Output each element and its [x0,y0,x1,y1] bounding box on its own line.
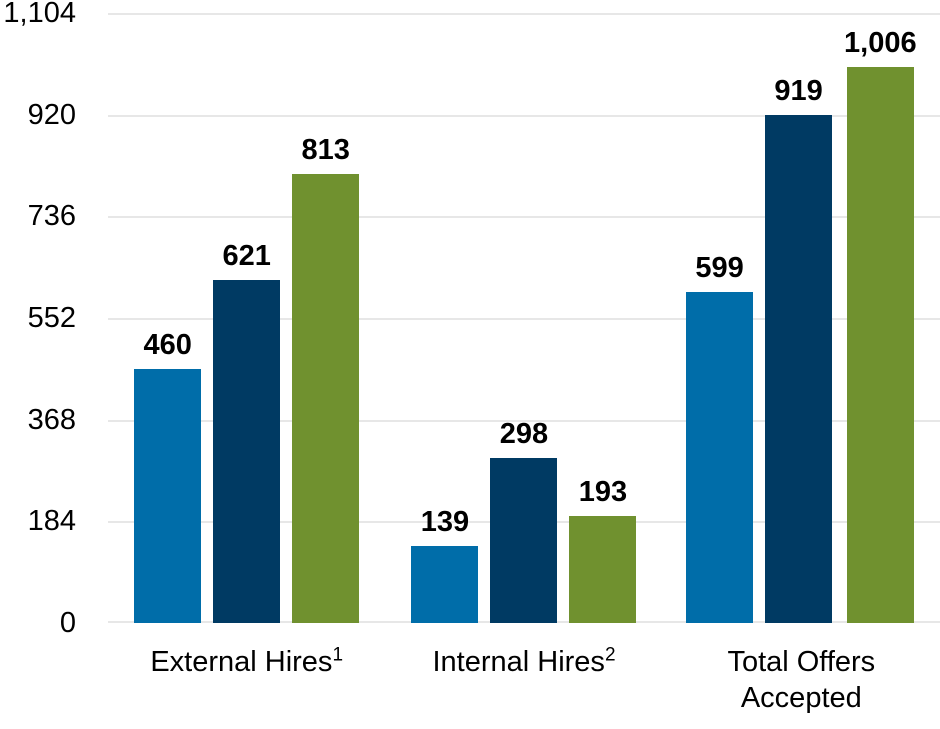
x-category-text: Internal Hires2 [432,644,616,678]
bar [213,279,281,623]
bar [292,173,360,623]
bar-group: 599 919 1,006 [663,13,940,623]
gridline [108,216,940,219]
bar-value-label: 621 [222,239,271,272]
y-tick-label: 552 [27,302,76,334]
bar [686,292,754,623]
y-tick-label: 0 [59,607,76,639]
bar-value-label: 813 [301,133,350,166]
gridline [108,13,940,15]
bar-with-label: 460 [134,13,202,623]
x-axis: External Hires1 Internal Hires2 Total Offe… [108,644,940,716]
bar-value-label: 919 [774,75,823,108]
y-tick-label: 1,104 [3,0,76,29]
x-category-label: Internal Hires2 [385,644,662,716]
bar-group: 460 621 813 [108,13,385,623]
x-category-superscript: 2 [604,644,616,666]
gridline [108,114,940,117]
gridline [108,318,940,320]
gridline [108,419,940,422]
plot-area: 460 621 813 139 298 193 599 919 1,006 [108,13,940,623]
bar-with-label: 599 [686,13,754,623]
bar-with-label: 1,006 [844,13,917,623]
y-tick-label: 920 [27,98,76,131]
bar-value-label: 1,006 [844,27,917,60]
bar [411,546,479,623]
bar-value-label: 193 [578,476,628,509]
bar [765,115,833,623]
bar [846,67,914,623]
bar [134,368,202,623]
y-tick-label: 368 [27,403,76,436]
y-tick-label: 184 [27,505,76,538]
bar-with-label: 919 [765,13,833,623]
bar [569,516,637,623]
x-category-text: External Hires1 [150,644,344,678]
bar-value-label: 298 [499,418,549,451]
y-tick-label: 736 [27,200,76,233]
x-category-text: Total Offers Accepted [727,646,876,714]
bar-with-label: 193 [569,13,637,623]
bar-with-label: 298 [490,13,558,623]
bar-with-label: 813 [292,13,360,623]
bar-value-label: 139 [420,506,470,539]
bar-group: 139 298 193 [385,13,662,623]
x-category-superscript: 1 [332,644,344,666]
bar-value-label: 460 [143,328,192,361]
bar-with-label: 139 [411,13,479,623]
bar [490,458,558,623]
x-category-label: Total Offers Accepted [663,644,940,716]
bar-with-label: 621 [213,13,281,623]
bar-value-label: 599 [695,252,744,285]
x-category-label: External Hires1 [108,644,385,716]
